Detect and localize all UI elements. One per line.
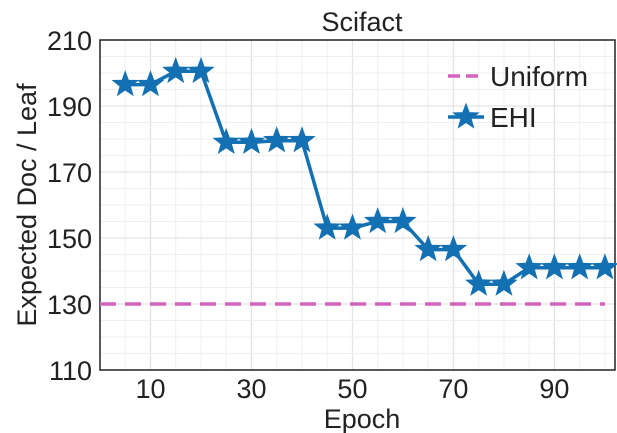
data-point-ehi [263,126,291,153]
x-tick-label: 70 [438,374,468,404]
y-tick-label: 150 [47,224,92,254]
x-tick-label: 30 [236,374,266,404]
data-point-ehi [464,269,493,296]
data-point-ehi [414,235,442,262]
y-tick-label: 170 [47,158,92,188]
grid [100,40,615,370]
series-layer [100,56,617,306]
y-tick-label: 190 [47,92,92,122]
x-axis-title: Epoch [324,404,401,433]
legend-label-ehi: EHI [490,102,537,133]
x-tick-label: 90 [539,374,569,404]
x-tick-label: 10 [135,374,165,404]
data-point-ehi [338,213,367,240]
chart-title: Scifact [321,7,403,37]
data-point-ehi [363,207,392,234]
data-point-ehi [540,253,569,280]
data-point-ehi [237,127,266,154]
y-tick-label: 110 [49,356,92,386]
data-point-ehi [288,126,316,153]
y-axis-title: Expected Doc / Leaf [12,83,42,327]
legend-marker-ehi [452,102,480,129]
series-ehi [111,56,617,296]
y-tick-label: 130 [47,290,92,320]
data-point-ehi [515,253,543,280]
data-point-ehi [490,269,518,296]
y-tick-label: 210 [47,26,92,56]
plot-area-frame [99,39,616,371]
data-point-ehi [212,127,240,154]
data-point-ehi [439,235,468,262]
data-point-ehi [313,213,341,240]
data-point-ehi [591,253,617,280]
data-point-ehi [389,207,417,234]
legend: Uniform EHI [448,61,588,133]
tick-labels: 10 30 50 70 90 110 130 150 170 190 210 [47,26,569,404]
data-point-ehi [111,70,139,97]
data-point-ehi [162,56,190,84]
data-point-ehi [187,56,215,84]
x-tick-label: 50 [337,374,367,404]
legend-label-uniform: Uniform [490,61,588,92]
data-point-ehi [565,253,594,280]
data-point-ehi [136,70,165,97]
